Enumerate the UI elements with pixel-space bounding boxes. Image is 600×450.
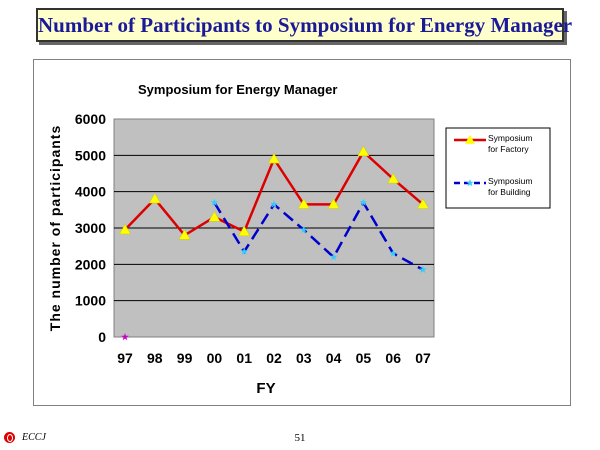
x-tick-label: 07	[415, 350, 431, 366]
data-point-symposium-for-building	[329, 253, 338, 261]
line-chart: 0 1000 2000 3000 4000 5000 6000 97 98 99 00 01 02 03 0…	[47, 82, 551, 397]
data-point-symposium-for-building	[419, 265, 427, 273]
data-point-symposium-for-factory	[327, 198, 340, 209]
data-point-symposium-for-factory	[357, 145, 370, 157]
slide-title: Number of Participants to Symposium for …	[36, 8, 572, 42]
data-point-symposium-for-building	[270, 200, 278, 208]
x-tick-label: 02	[266, 350, 282, 366]
x-tick-label: 00	[207, 350, 223, 366]
data-point-symposium-for-factory	[119, 223, 131, 235]
x-tick-label: 98	[147, 350, 163, 366]
x-tick-label: 06	[385, 350, 401, 366]
legend-label-building-line2: for Building	[488, 187, 531, 197]
y-tick-label: 5000	[75, 147, 106, 163]
chart-frame: 0 1000 2000 3000 4000 5000 6000 97 98 99 00 01 02 03 0…	[33, 59, 571, 406]
data-point-symposium-for-building	[359, 198, 368, 206]
y-axis-label: The number of participants	[47, 125, 63, 331]
legend-marker-building	[466, 179, 474, 187]
y-tick-label: 4000	[75, 184, 106, 200]
legend-label-building: Symposium	[488, 176, 532, 186]
y-tick-label: 3000	[75, 220, 106, 236]
chart-title: Symposium for Energy Manager	[138, 82, 337, 97]
legend-marker-factory	[465, 135, 475, 144]
y-tick-label: 1000	[75, 293, 106, 309]
data-point-symposium-for-factory	[268, 152, 280, 164]
data-point-symposium-for-building	[240, 247, 248, 255]
x-tick-label: 05	[356, 350, 372, 366]
x-tick-label: 99	[177, 350, 193, 366]
x-axis-label: FY	[256, 380, 275, 397]
eccj-logo-icon	[4, 432, 15, 443]
series-line-symposium-for-building	[213, 200, 424, 271]
x-tick-label: 97	[117, 350, 133, 366]
legend-box	[445, 127, 551, 209]
data-point-symposium-for-factory	[208, 211, 221, 222]
y-tick-label: 2000	[75, 256, 106, 272]
annotation-marker	[121, 333, 129, 341]
data-point-symposium-for-building	[300, 225, 308, 234]
legend-label-factory: Symposium	[488, 133, 532, 143]
y-tick-label: 6000	[75, 111, 106, 127]
data-point-symposium-for-factory	[387, 172, 400, 184]
data-point-symposium-for-building	[210, 198, 219, 206]
data-point-symposium-for-factory	[297, 198, 310, 209]
x-tick-label: 03	[296, 350, 312, 366]
x-tick-label: 04	[326, 350, 342, 366]
y-tick-label: 0	[98, 329, 106, 345]
data-point-symposium-for-factory	[178, 229, 191, 240]
data-point-symposium-for-factory	[238, 225, 251, 237]
page-number: 51	[294, 432, 306, 444]
data-point-symposium-for-factory	[148, 192, 161, 204]
data-point-symposium-for-factory	[417, 198, 429, 209]
data-point-symposium-for-building	[389, 249, 397, 257]
x-tick-label: 01	[236, 350, 252, 366]
footer-org: ECCJ	[22, 432, 46, 443]
legend-label-factory-line2: for Factory	[488, 144, 529, 154]
